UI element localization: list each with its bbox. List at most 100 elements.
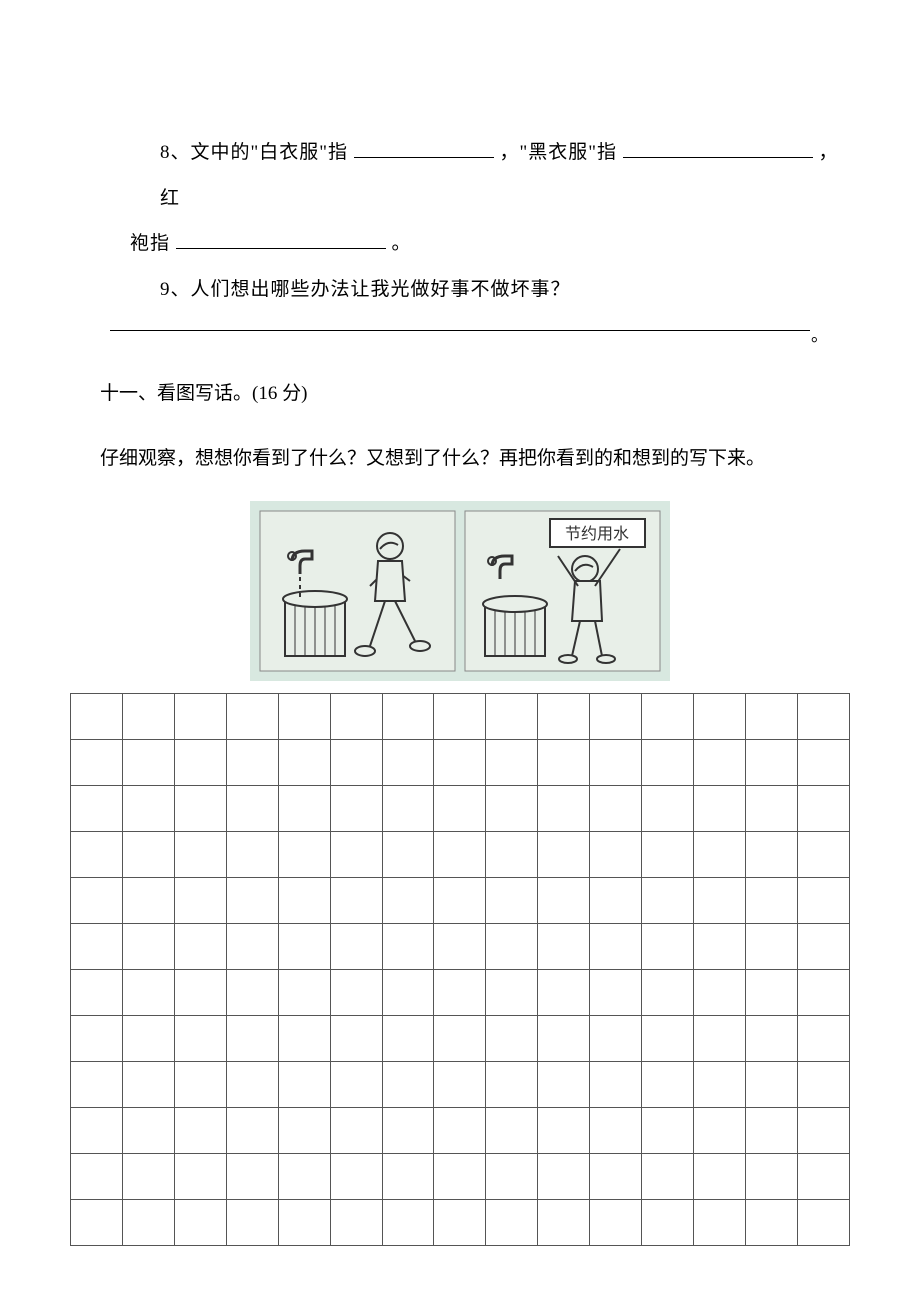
- writing-grid-cell[interactable]: [226, 1061, 278, 1107]
- writing-grid-cell[interactable]: [226, 1015, 278, 1061]
- writing-grid-cell[interactable]: [590, 877, 642, 923]
- writing-grid-cell[interactable]: [538, 693, 590, 739]
- q8-blank-2[interactable]: [623, 137, 813, 158]
- writing-grid-cell[interactable]: [174, 1107, 226, 1153]
- writing-grid-cell[interactable]: [278, 739, 330, 785]
- writing-grid-cell[interactable]: [71, 1061, 123, 1107]
- writing-grid-cell[interactable]: [382, 877, 434, 923]
- writing-grid-cell[interactable]: [382, 1015, 434, 1061]
- writing-grid-cell[interactable]: [694, 739, 746, 785]
- writing-grid-cell[interactable]: [278, 969, 330, 1015]
- writing-grid-cell[interactable]: [797, 1153, 849, 1199]
- writing-grid-cell[interactable]: [694, 693, 746, 739]
- writing-grid-cell[interactable]: [745, 693, 797, 739]
- writing-grid-cell[interactable]: [278, 831, 330, 877]
- writing-grid-cell[interactable]: [538, 877, 590, 923]
- writing-grid-cell[interactable]: [226, 877, 278, 923]
- writing-grid-cell[interactable]: [174, 785, 226, 831]
- writing-grid-cell[interactable]: [642, 969, 694, 1015]
- writing-grid-cell[interactable]: [330, 1199, 382, 1245]
- writing-grid-cell[interactable]: [745, 1061, 797, 1107]
- writing-grid-cell[interactable]: [71, 1199, 123, 1245]
- writing-grid-cell[interactable]: [694, 1015, 746, 1061]
- writing-grid-cell[interactable]: [642, 1107, 694, 1153]
- writing-grid-cell[interactable]: [694, 1107, 746, 1153]
- writing-grid-cell[interactable]: [174, 739, 226, 785]
- writing-grid-cell[interactable]: [745, 1015, 797, 1061]
- writing-grid-cell[interactable]: [434, 1107, 486, 1153]
- writing-grid-cell[interactable]: [71, 693, 123, 739]
- writing-grid-cell[interactable]: [174, 831, 226, 877]
- writing-grid-cell[interactable]: [382, 1061, 434, 1107]
- writing-grid-cell[interactable]: [71, 1153, 123, 1199]
- writing-grid-cell[interactable]: [330, 1107, 382, 1153]
- writing-grid-cell[interactable]: [71, 739, 123, 785]
- q9-answer-line[interactable]: [110, 330, 810, 331]
- writing-grid-cell[interactable]: [226, 785, 278, 831]
- writing-grid-cell[interactable]: [434, 877, 486, 923]
- writing-grid-cell[interactable]: [694, 923, 746, 969]
- writing-grid-cell[interactable]: [642, 831, 694, 877]
- writing-grid-cell[interactable]: [174, 923, 226, 969]
- writing-grid-cell[interactable]: [434, 693, 486, 739]
- writing-grid-cell[interactable]: [382, 831, 434, 877]
- writing-grid-cell[interactable]: [382, 739, 434, 785]
- writing-grid-cell[interactable]: [642, 1061, 694, 1107]
- writing-grid-cell[interactable]: [486, 693, 538, 739]
- writing-grid-cell[interactable]: [71, 831, 123, 877]
- writing-grid-cell[interactable]: [745, 1107, 797, 1153]
- writing-grid-cell[interactable]: [226, 923, 278, 969]
- writing-grid-cell[interactable]: [71, 923, 123, 969]
- writing-grid-cell[interactable]: [486, 1153, 538, 1199]
- writing-grid-cell[interactable]: [745, 785, 797, 831]
- writing-grid-cell[interactable]: [330, 1061, 382, 1107]
- writing-grid-cell[interactable]: [71, 1107, 123, 1153]
- writing-grid-cell[interactable]: [486, 877, 538, 923]
- writing-grid-cell[interactable]: [278, 1199, 330, 1245]
- writing-grid-cell[interactable]: [434, 923, 486, 969]
- writing-grid-cell[interactable]: [694, 1061, 746, 1107]
- writing-grid-cell[interactable]: [71, 877, 123, 923]
- writing-grid-cell[interactable]: [486, 1107, 538, 1153]
- writing-grid-cell[interactable]: [538, 1153, 590, 1199]
- writing-grid-cell[interactable]: [486, 1061, 538, 1107]
- writing-grid-cell[interactable]: [278, 923, 330, 969]
- writing-grid-cell[interactable]: [278, 1061, 330, 1107]
- writing-grid-cell[interactable]: [642, 1015, 694, 1061]
- writing-grid-cell[interactable]: [226, 693, 278, 739]
- writing-grid-cell[interactable]: [330, 693, 382, 739]
- writing-grid-cell[interactable]: [538, 1107, 590, 1153]
- writing-grid-cell[interactable]: [382, 1107, 434, 1153]
- writing-grid-cell[interactable]: [122, 969, 174, 1015]
- writing-grid-cell[interactable]: [486, 923, 538, 969]
- writing-grid-cell[interactable]: [642, 693, 694, 739]
- writing-grid-cell[interactable]: [174, 877, 226, 923]
- writing-grid-cell[interactable]: [590, 1107, 642, 1153]
- writing-grid-cell[interactable]: [590, 1061, 642, 1107]
- writing-grid-cell[interactable]: [122, 739, 174, 785]
- writing-grid-cell[interactable]: [694, 831, 746, 877]
- writing-grid-cell[interactable]: [174, 1199, 226, 1245]
- q8-blank-3[interactable]: [176, 228, 386, 249]
- writing-grid-cell[interactable]: [434, 1199, 486, 1245]
- writing-grid-cell[interactable]: [226, 1107, 278, 1153]
- writing-grid-cell[interactable]: [538, 969, 590, 1015]
- writing-grid-cell[interactable]: [694, 1199, 746, 1245]
- writing-grid-cell[interactable]: [745, 739, 797, 785]
- writing-grid-cell[interactable]: [797, 969, 849, 1015]
- writing-grid-cell[interactable]: [330, 969, 382, 1015]
- writing-grid-cell[interactable]: [278, 693, 330, 739]
- writing-grid-cell[interactable]: [486, 831, 538, 877]
- writing-grid-cell[interactable]: [486, 739, 538, 785]
- writing-grid-cell[interactable]: [382, 785, 434, 831]
- writing-grid-cell[interactable]: [538, 785, 590, 831]
- writing-grid-cell[interactable]: [226, 739, 278, 785]
- writing-grid-cell[interactable]: [538, 923, 590, 969]
- writing-grid-cell[interactable]: [122, 877, 174, 923]
- writing-grid-cell[interactable]: [745, 1199, 797, 1245]
- writing-grid-cell[interactable]: [694, 969, 746, 1015]
- writing-grid-cell[interactable]: [278, 785, 330, 831]
- writing-grid-cell[interactable]: [174, 693, 226, 739]
- writing-grid-cell[interactable]: [434, 785, 486, 831]
- writing-grid-cell[interactable]: [538, 739, 590, 785]
